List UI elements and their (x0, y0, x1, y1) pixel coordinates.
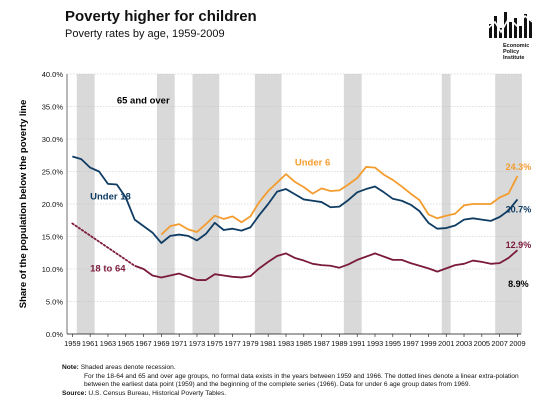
x-tick-label: 1963 (100, 339, 116, 348)
x-tick-label: 1985 (296, 339, 312, 348)
x-tick-label: 2005 (474, 339, 490, 348)
x-tick-label: 1973 (189, 339, 205, 348)
series-label-under18: Under 18 (90, 191, 131, 202)
x-tick-label: 1961 (82, 339, 98, 348)
x-tick-label: 1969 (153, 339, 169, 348)
source-label: Source: (62, 389, 87, 397)
x-tick-label: 1993 (367, 339, 383, 348)
series-label-age65: 65 and over (117, 95, 170, 106)
end-value-label-under18: 20.7% (506, 204, 532, 214)
y-tick-label: 10.0% (42, 265, 64, 274)
end-value-label-under6: 24.3% (506, 162, 532, 172)
series-line-under6 (160, 166, 519, 236)
y-tick-label: 25.0% (42, 168, 64, 177)
note-label: Note: (62, 364, 79, 371)
x-tick-label: 1965 (118, 339, 134, 348)
series-line-under18 (72, 155, 519, 244)
y-axis-label: Share of the population below the povert… (18, 100, 29, 309)
logo-line: Institute (503, 55, 525, 61)
x-tick-label: 2007 (491, 339, 507, 348)
x-tick-label: 1997 (402, 339, 418, 348)
x-tick-label: 1977 (224, 339, 240, 348)
x-tick-label: 2009 (509, 339, 525, 348)
x-tick-label: 1991 (349, 339, 365, 348)
epi-logo (483, 8, 543, 68)
series-label-under6: Under 6 (295, 158, 330, 169)
logo-text: Economic Policy Institute (503, 43, 529, 61)
y-tick-label: 40.0% (42, 70, 64, 79)
x-tick-label: 1959 (64, 339, 80, 348)
y-tick-label: 5.0% (46, 298, 63, 307)
note-text: Shaded areas denote recession. (80, 364, 176, 371)
x-tick-label: 1987 (313, 339, 329, 348)
logo-line: Economic (503, 43, 530, 49)
x-tick-label: 1975 (207, 339, 223, 348)
chart-subtitle: Poverty rates by age, 1959-2009 (65, 28, 225, 40)
x-tick-label: 2003 (456, 339, 472, 348)
series-label-age18to64: 18 to 64 (90, 264, 126, 275)
axes: 0.0% 5.0% 10.0% 15.0% 20.0% 25.0% 30.0% 35.0% 40… (42, 70, 526, 348)
gridlines (67, 73, 521, 302)
series-extrapolation-age18to64 (71, 222, 136, 267)
x-tick-label: 2001 (438, 339, 454, 348)
end-value-label-age18to64: 12.9% (506, 240, 532, 250)
epi-logo-icon (485, 12, 536, 38)
logo-line: Policy (503, 49, 520, 55)
x-tick-label: 1995 (385, 339, 401, 348)
note-detail: For the 18-64 and 65 and over age groups… (84, 372, 519, 389)
x-tick-label: 1979 (242, 339, 258, 348)
y-tick-label: 35.0% (42, 103, 64, 112)
y-tick-label: 30.0% (42, 135, 64, 144)
source-text: U.S. Census Bureau, Historical Poverty T… (88, 389, 227, 397)
notes-block: Note: Shaded areas denote recession. For… (62, 364, 542, 398)
x-tick-label: 1967 (135, 339, 151, 348)
chart-title: Poverty higher for children (65, 8, 257, 25)
x-tick-label: 1981 (260, 339, 276, 348)
series-lines (71, 155, 519, 281)
y-tick-label: 15.0% (42, 233, 64, 242)
end-value-label-age65: 8.9% (508, 279, 529, 289)
x-tick-label: 1989 (331, 339, 347, 348)
y-tick-label: 0.0% (46, 330, 63, 339)
x-tick-label: 1983 (278, 339, 294, 348)
x-tick-label: 1999 (420, 339, 436, 348)
y-tick-label: 20.0% (42, 200, 64, 209)
series-line-age18to64 (134, 249, 519, 281)
x-tick-label: 1971 (171, 339, 187, 348)
series-labels: 65 and over Under 18 Under 6 18 to 64 24.3% 2… (90, 95, 531, 289)
poverty-line-chart: 0.0% 5.0% 10.0% 15.0% 20.0% 25.0% 30.0% 35.0% 40… (18, 70, 531, 348)
